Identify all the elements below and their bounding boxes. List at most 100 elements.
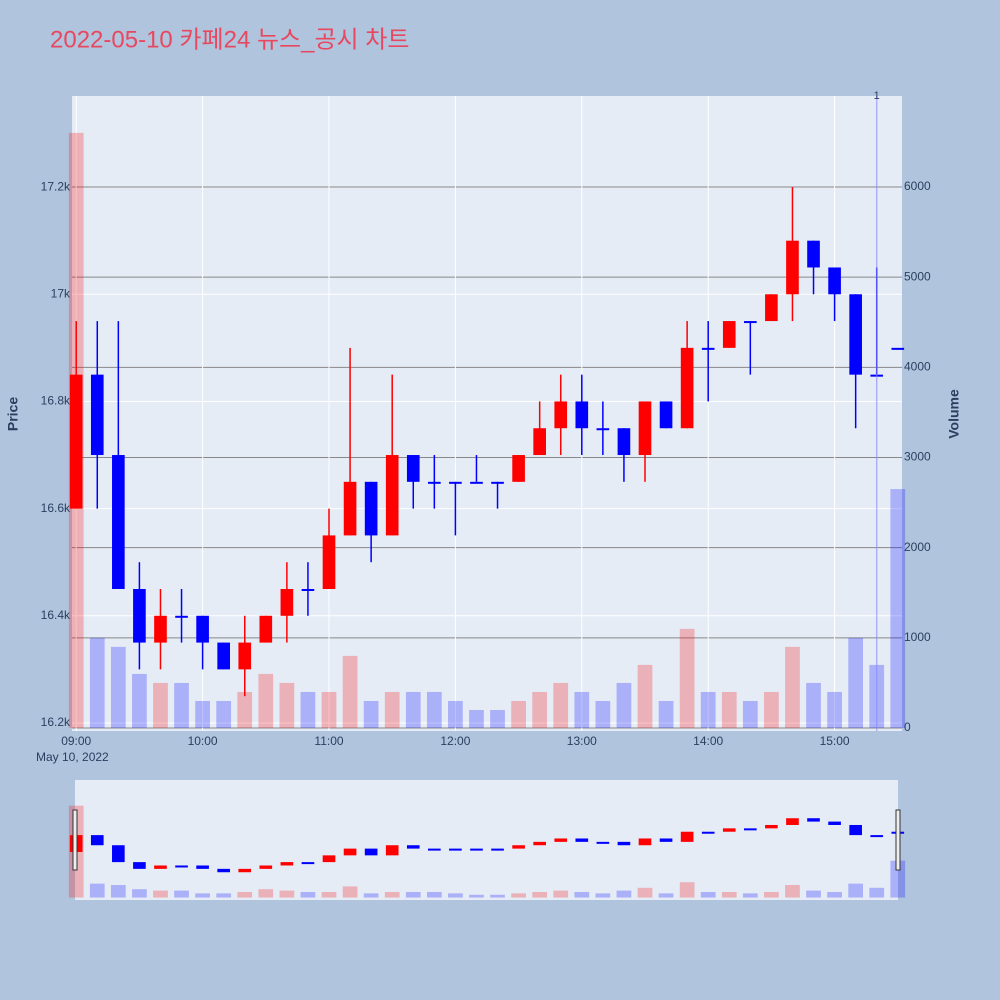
volume-bar bbox=[511, 700, 526, 729]
mini-volume-bar bbox=[174, 890, 189, 898]
mini-volume-bar bbox=[321, 891, 337, 898]
mini-candle-body bbox=[343, 848, 357, 856]
mini-volume-bar bbox=[532, 891, 548, 898]
mini-volume-bar bbox=[258, 889, 274, 898]
mini-volume-bar bbox=[384, 891, 400, 898]
mini-candle-body bbox=[596, 841, 610, 844]
mini-candle-body bbox=[828, 821, 841, 825]
candle-body bbox=[175, 615, 188, 618]
mini-volume-bar bbox=[679, 882, 695, 898]
candle-body bbox=[575, 401, 589, 429]
mini-candle-body bbox=[428, 848, 441, 851]
candle-body bbox=[343, 481, 357, 536]
mini-volume-bar bbox=[132, 889, 147, 898]
y-tick-label: 17k bbox=[51, 286, 71, 300]
mini-candle-body bbox=[280, 862, 294, 866]
mini-candle-body bbox=[385, 845, 399, 856]
y-tick-label: 16.8k bbox=[41, 394, 71, 408]
candle-body bbox=[301, 588, 315, 591]
mini-candle-body bbox=[533, 841, 546, 846]
volume-bar bbox=[574, 691, 590, 729]
mini-volume-bar bbox=[363, 893, 379, 898]
candle-body bbox=[891, 347, 905, 350]
y2-tick-label: 3000 bbox=[904, 450, 931, 464]
y-tick-label: 16.2k bbox=[41, 715, 71, 729]
volume-bar bbox=[827, 691, 842, 729]
range-slider[interactable] bbox=[75, 780, 898, 900]
mini-candle-body bbox=[744, 828, 757, 831]
mini-candle-body bbox=[680, 831, 694, 842]
candle-body bbox=[596, 428, 610, 431]
mini-candle-body bbox=[617, 841, 631, 846]
volume-bar bbox=[110, 646, 126, 729]
y2-tick-label: 6000 bbox=[904, 179, 931, 193]
mini-volume-bar bbox=[616, 890, 632, 898]
candle-body bbox=[722, 321, 736, 348]
x-tick-label: 11:00 bbox=[314, 734, 343, 748]
mini-candle-body bbox=[196, 865, 209, 869]
mini-volume-bar bbox=[890, 860, 906, 898]
volume-bar bbox=[637, 664, 653, 729]
mini-volume-bar bbox=[448, 893, 463, 898]
mini-candle-body bbox=[322, 855, 336, 863]
mini-volume-bar bbox=[300, 891, 316, 898]
candle-body bbox=[638, 401, 652, 456]
mini-volume-bar bbox=[511, 893, 526, 898]
x-tick-label: 14:00 bbox=[693, 734, 723, 748]
volume-bar bbox=[721, 691, 737, 729]
y2-tick-label: 0 bbox=[904, 720, 911, 734]
candle-body bbox=[69, 374, 83, 509]
candle-body bbox=[133, 588, 146, 643]
mini-candle-body bbox=[849, 824, 862, 836]
volume-bar bbox=[742, 700, 758, 729]
volume-bar bbox=[300, 691, 316, 729]
candle-body bbox=[533, 428, 546, 456]
candle-body bbox=[385, 455, 399, 536]
mini-candle-body bbox=[722, 828, 736, 832]
mini-candle-body bbox=[491, 848, 504, 851]
candle-body bbox=[828, 267, 841, 295]
candle-body bbox=[512, 455, 525, 482]
mini-candle-body bbox=[364, 848, 378, 856]
mini-volume-bar bbox=[469, 894, 484, 898]
mini-candle-body bbox=[638, 838, 652, 846]
mini-candle-body bbox=[112, 845, 125, 863]
chart-title: 2022-05-10 카페24 뉴스_공시 차트 bbox=[50, 26, 409, 53]
y2-axis-title: Volume bbox=[946, 389, 962, 439]
mini-volume-bar bbox=[342, 886, 358, 898]
mini-candle-body bbox=[659, 838, 673, 842]
volume-bar bbox=[553, 682, 569, 729]
candle-body bbox=[786, 240, 799, 295]
mini-volume-bar bbox=[700, 891, 716, 898]
mini-candle-body bbox=[238, 868, 252, 873]
candle-body bbox=[112, 455, 125, 589]
candle-body bbox=[154, 615, 167, 643]
plot-area bbox=[72, 96, 902, 731]
candle-body bbox=[807, 240, 820, 268]
volume-bar bbox=[490, 709, 505, 729]
volume-bar bbox=[469, 709, 484, 729]
mini-volume-bar bbox=[637, 887, 653, 898]
candle-body bbox=[90, 374, 104, 456]
mini-volume-bar bbox=[279, 890, 295, 898]
volume-bar bbox=[448, 700, 463, 729]
mini-volume-bar bbox=[426, 891, 442, 898]
mini-volume-bar bbox=[89, 883, 105, 898]
volume-bar bbox=[532, 691, 548, 729]
y-axis-title: Price bbox=[5, 397, 21, 431]
volume-bar bbox=[132, 673, 147, 729]
volume-bar bbox=[258, 673, 274, 729]
mini-candle-body bbox=[154, 865, 167, 869]
candle-body bbox=[428, 481, 441, 484]
volume-bar bbox=[848, 637, 864, 729]
candle-body bbox=[744, 321, 757, 324]
candle-body bbox=[659, 401, 673, 429]
candle-body bbox=[280, 588, 294, 616]
volume-bar bbox=[806, 682, 821, 729]
volume-bar bbox=[321, 691, 337, 729]
mini-candle-body bbox=[554, 838, 568, 842]
mini-volume-bar bbox=[237, 891, 253, 898]
candle-body bbox=[470, 481, 483, 484]
mini-volume-bar bbox=[490, 894, 505, 898]
